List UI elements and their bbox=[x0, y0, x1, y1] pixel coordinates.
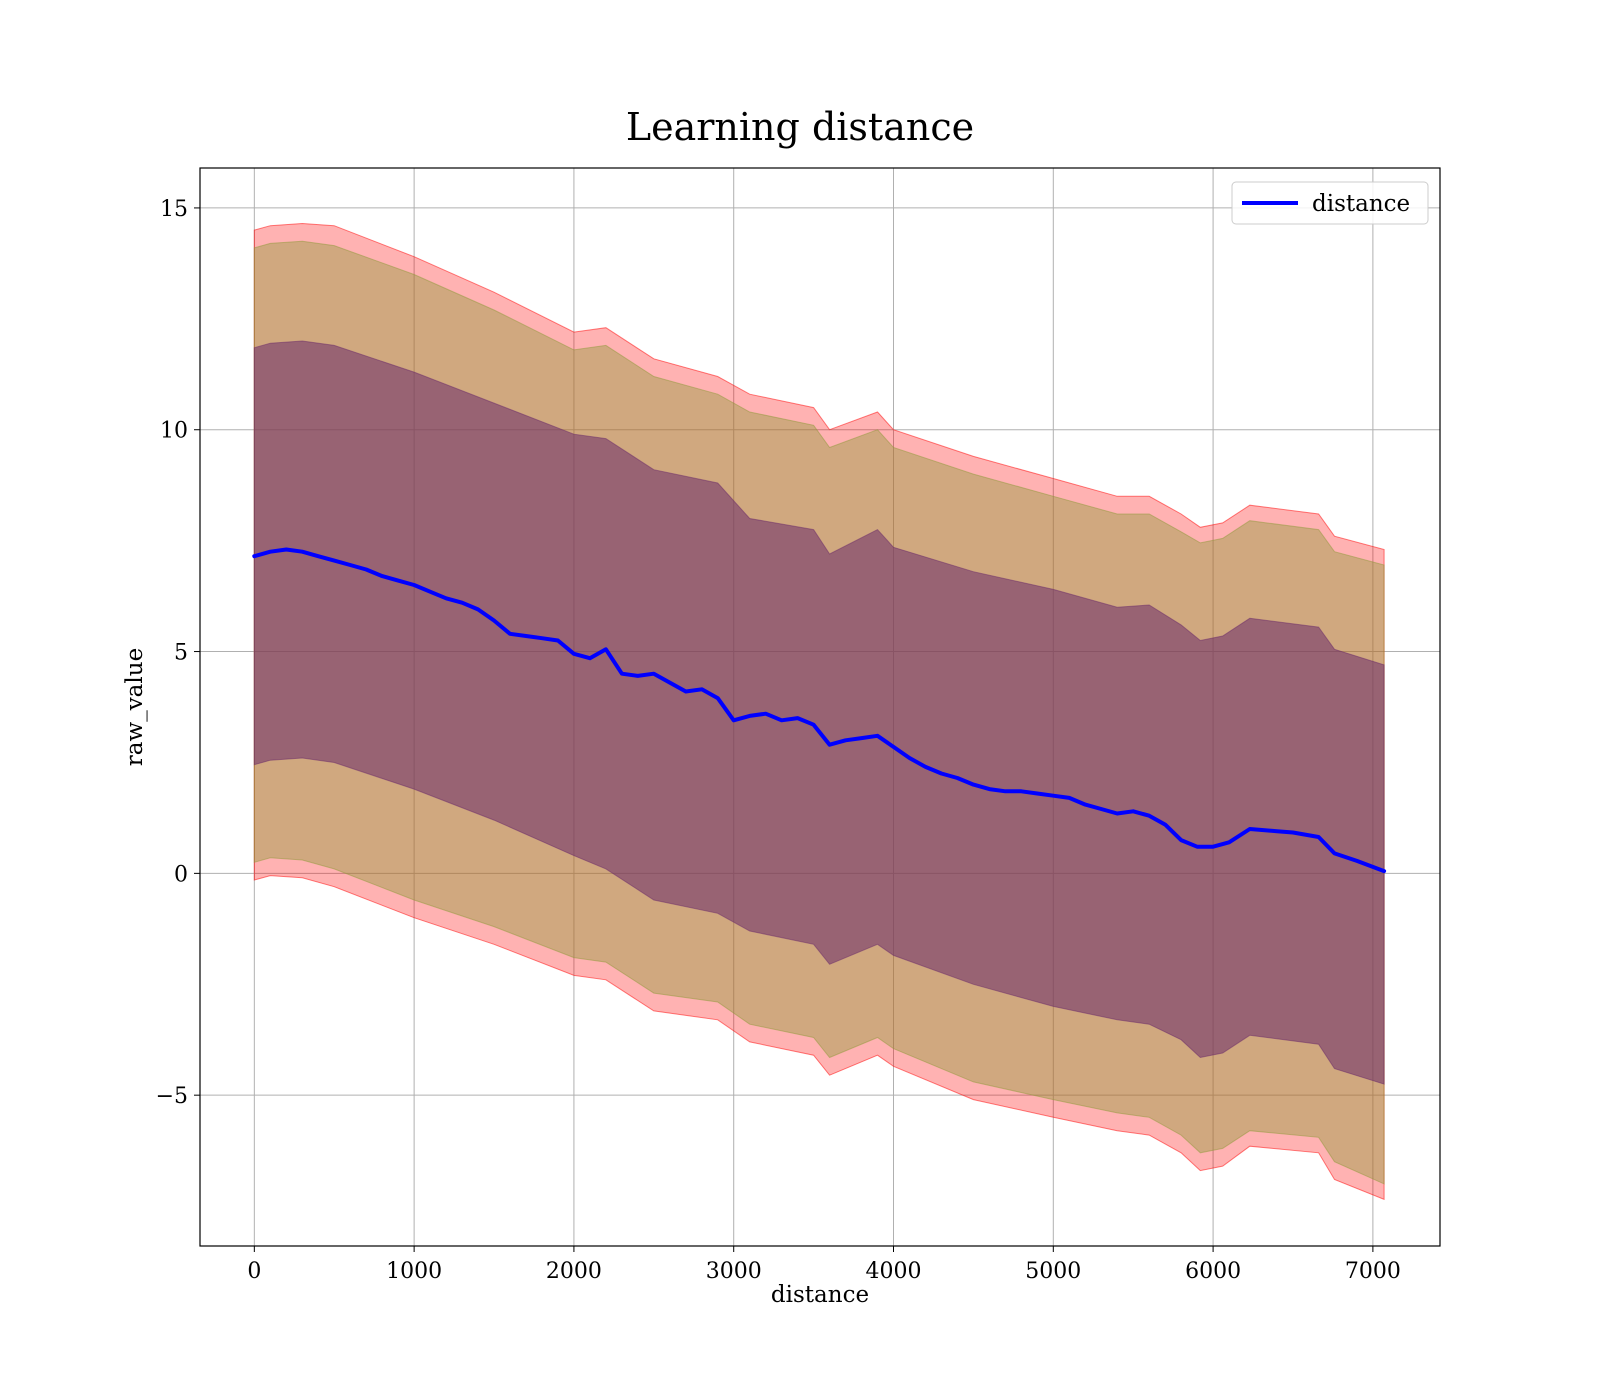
y-axis-label: raw_value bbox=[122, 648, 148, 766]
confidence-bands bbox=[253, 222, 1385, 1201]
y-tick-label: 15 bbox=[160, 197, 188, 222]
y-tick-label: −5 bbox=[156, 1084, 188, 1109]
x-tick-label: 5000 bbox=[1025, 1259, 1081, 1284]
plot-frame bbox=[199, 167, 1441, 1247]
x-axis-ticks: 0 1000 2000 3000 4000 5000 6000 7000 bbox=[247, 1246, 1401, 1284]
x-tick-label: 1000 bbox=[386, 1259, 442, 1284]
x-tick-label: 7000 bbox=[1345, 1259, 1401, 1284]
series-line-distance bbox=[252, 547, 1387, 874]
legend: distance bbox=[1231, 181, 1429, 225]
y-tick-label: 10 bbox=[160, 419, 188, 444]
x-tick-label: 3000 bbox=[706, 1259, 762, 1284]
chart-title: Learning distance bbox=[626, 105, 974, 149]
y-tick-label: 5 bbox=[174, 641, 188, 666]
x-axis-label: distance bbox=[771, 1282, 869, 1308]
y-tick-label: 0 bbox=[174, 862, 188, 887]
x-tick-label: 2000 bbox=[546, 1259, 602, 1284]
y-axis-ticks: −5 0 5 10 15 bbox=[156, 197, 200, 1109]
legend-label-distance: distance bbox=[1312, 191, 1410, 217]
legend-box bbox=[1231, 181, 1429, 225]
x-tick-label: 0 bbox=[247, 1259, 261, 1284]
x-tick-label: 4000 bbox=[866, 1259, 922, 1284]
x-tick-label: 6000 bbox=[1185, 1259, 1241, 1284]
band-inner bbox=[253, 340, 1385, 1085]
series-lines bbox=[252, 547, 1387, 874]
